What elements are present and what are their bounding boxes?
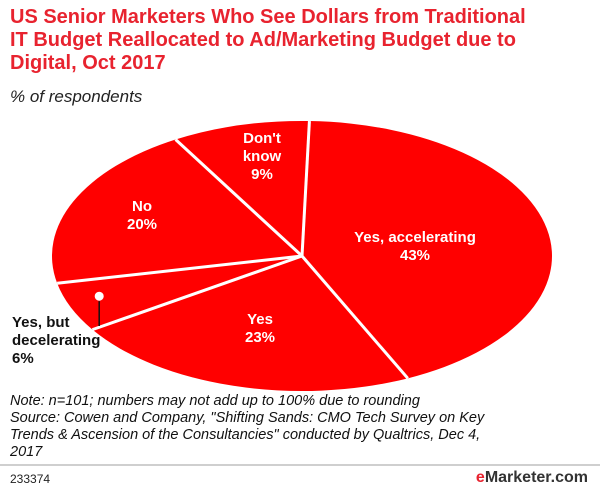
slice-category-label: Don't <box>243 130 281 147</box>
slice-category-label: know <box>243 148 282 165</box>
slice-divider <box>56 254 303 285</box>
leader-dot <box>94 291 104 301</box>
brand-name: Marketer <box>484 469 551 486</box>
title-line: Digital, Oct 2017 <box>10 52 166 74</box>
chart-id: 233374 <box>10 472 51 486</box>
chart-subtitle: % of respondents <box>10 87 143 106</box>
slice-category-label: Yes <box>247 311 273 328</box>
slice-divider <box>300 255 409 380</box>
slice-divider <box>300 120 311 257</box>
emarketer-logo: eMarketer.com <box>476 469 588 487</box>
slice-value-label: 20% <box>127 216 157 233</box>
slice-divider <box>174 138 304 258</box>
slice-value-label: 43% <box>400 247 430 264</box>
title-line: IT Budget Reallocated to Ad/Marketing Bu… <box>10 29 516 51</box>
pie-slice-don-t-know <box>175 121 310 256</box>
footnote-line: Note: n=101; numbers may not add up to 1… <box>10 393 420 409</box>
pie-slice-yes-but-decelerating <box>57 256 302 330</box>
footnote-line: Trends & Ascension of the Consultancies"… <box>10 427 481 443</box>
pie-slice-no <box>51 139 303 284</box>
footnote: Note: n=101; numbers may not add up to 1… <box>10 393 590 461</box>
pie-slice-yes-accelerating <box>302 121 552 379</box>
chart-title: US Senior Marketers Who See Dollars from… <box>10 6 590 75</box>
slice-value-label: 6% <box>12 350 34 367</box>
slice-category-label: decelerating <box>12 332 100 349</box>
pie-slice-yes <box>92 256 408 391</box>
slice-value-label: 9% <box>251 166 273 183</box>
brand-prefix: e <box>475 469 485 486</box>
slice-value-label: 23% <box>245 329 275 346</box>
slice-category-label: Yes, accelerating <box>354 229 476 246</box>
slice-divider <box>91 254 303 332</box>
footnote-line: 2017 <box>10 444 43 460</box>
footnote-line: Source: Cowen and Company, "Shifting San… <box>10 410 485 426</box>
slice-category-label: Yes, but <box>12 314 70 331</box>
slice-category-label: No <box>132 198 152 215</box>
brand-suffix: .com <box>550 469 588 486</box>
footer-divider <box>0 464 600 466</box>
title-line: US Senior Marketers Who See Dollars from… <box>10 6 526 28</box>
